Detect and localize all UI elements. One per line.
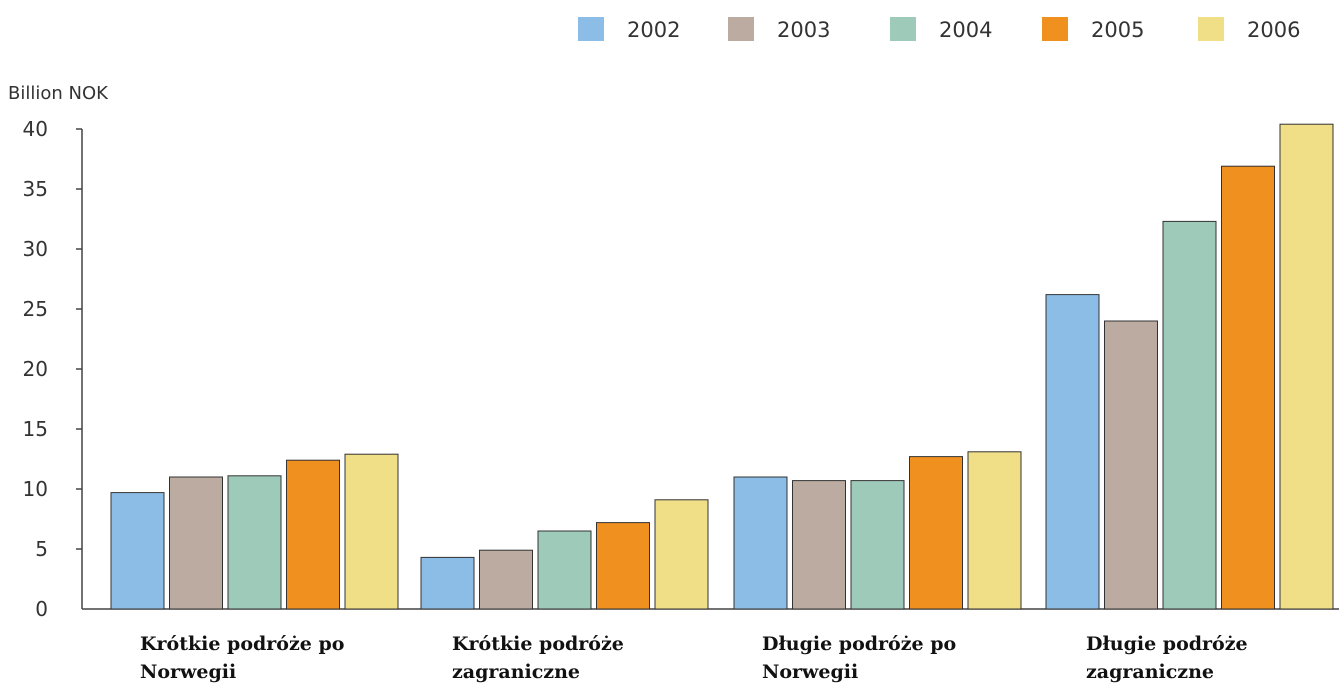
bar-2006-cat4 — [1279, 123, 1334, 610]
x-tick-label: Długie podróże po — [762, 633, 956, 655]
x-tick-label: Długie podróże — [1086, 633, 1248, 655]
y-tick-label: 0 — [35, 597, 48, 621]
x-axis-labels: Krótkie podróże po Norwegii Krótkie podróż… — [140, 633, 1248, 683]
y-tick-label: 15 — [23, 417, 48, 441]
y-tick-label: 5 — [35, 537, 48, 561]
bar-2002-cat2 — [420, 556, 475, 610]
legend-label-2003: 2003 — [777, 18, 830, 42]
bar-2005-cat3 — [909, 456, 963, 610]
bar-2002-cat1 — [110, 492, 165, 610]
bar-2003-cat1 — [169, 476, 223, 610]
legend-label-2002: 2002 — [627, 18, 680, 42]
bars — [110, 123, 1334, 610]
bar-2005-cat2 — [596, 522, 650, 610]
bar-2002-cat3 — [733, 476, 788, 610]
bar-2004-cat1 — [227, 475, 282, 610]
bar-2005-cat4 — [1221, 165, 1275, 610]
bar-2003-cat4 — [1104, 320, 1158, 610]
bar-2003-cat2 — [479, 549, 533, 610]
legend-label-2004: 2004 — [939, 18, 992, 42]
bar-2003-cat3 — [792, 480, 846, 610]
x-tick-label: zagraniczne — [1086, 661, 1214, 683]
bar-2004-cat3 — [850, 480, 905, 610]
legend-swatch-2003 — [728, 17, 754, 41]
legend-swatch-2006 — [1198, 17, 1224, 41]
y-axis-label: Billion NOK — [8, 83, 109, 104]
legend-label-2005: 2005 — [1091, 18, 1144, 42]
y-tick-label: 10 — [23, 477, 48, 501]
bar-2004-cat4 — [1162, 220, 1217, 610]
x-tick-label: Norwegii — [762, 661, 858, 683]
bar-2006-cat3 — [967, 451, 1022, 610]
y-tick-label: 35 — [23, 177, 48, 201]
y-tick-label: 30 — [23, 237, 48, 261]
legend-swatch-2004 — [890, 17, 916, 41]
bar-2004-cat2 — [537, 530, 592, 610]
bar-2005-cat1 — [286, 459, 340, 610]
y-tick-label: 25 — [23, 297, 48, 321]
bar-2002-cat4 — [1045, 294, 1100, 610]
x-tick-label: zagraniczne — [452, 661, 580, 683]
x-tick-label: Krótkie podróże — [452, 633, 624, 655]
legend-label-2006: 2006 — [1247, 18, 1300, 42]
bar-2006-cat1 — [344, 453, 399, 610]
x-tick-label: Krótkie podróże po — [140, 633, 344, 655]
legend: 2002 2003 2004 2005 2006 — [578, 17, 1300, 42]
y-tick-label: 20 — [23, 357, 48, 381]
x-tick-label: Norwegii — [140, 661, 236, 683]
legend-swatch-2002 — [578, 17, 604, 41]
y-tick-label: 40 — [23, 117, 48, 141]
legend-swatch-2005 — [1042, 17, 1068, 41]
bar-2006-cat2 — [654, 499, 709, 610]
